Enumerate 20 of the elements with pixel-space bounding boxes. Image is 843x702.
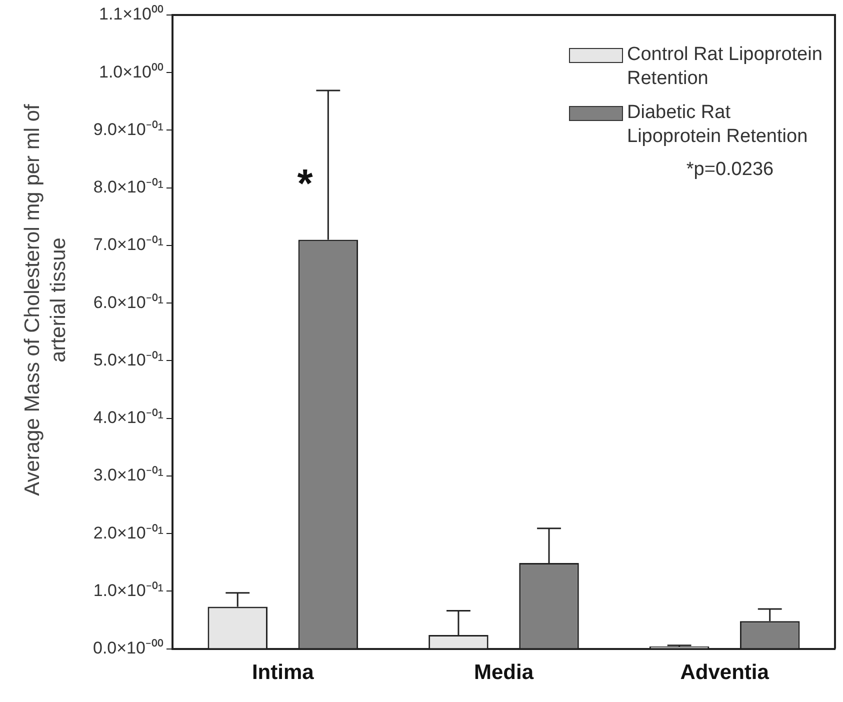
y-tick-label: 6.0×10⁻⁰¹ (93, 292, 164, 312)
y-tick-label: 1.0×10⁻⁰¹ (93, 580, 164, 600)
x-tick-label: Media (474, 661, 534, 684)
y-tick-label: 5.0×10⁻⁰¹ (93, 350, 164, 370)
y-axis-title: Average Mass of Cholesterol mg per ml of arterial tissue (20, 103, 71, 498)
y-tick-label: 0.0×10⁻⁰⁰ (92, 638, 164, 658)
y-tick-label: 1.1×10⁰⁰ (98, 4, 164, 24)
legend-label: Diabetic Rat Lipoprotein Retention (627, 101, 809, 149)
legend-label: Control Rat Lipoprotein Retention (627, 43, 824, 91)
y-tick-label: 4.0×10⁻⁰¹ (93, 408, 164, 428)
y-tick-label: 3.0×10⁻⁰¹ (93, 466, 164, 485)
y-tick-label: 2.0×10⁻⁰¹ (93, 523, 164, 542)
y-tick-label: 1.0×10⁰⁰ (98, 62, 164, 82)
x-tick-label: Adventia (680, 661, 770, 684)
y-tick-label: 9.0×10⁻⁰¹ (93, 120, 164, 139)
y-tick-label: 7.0×10⁻⁰¹ (93, 235, 164, 254)
annotation: * (297, 162, 314, 206)
annotation: *p=0.0236 (685, 159, 775, 181)
x-tick-label: Intima (252, 661, 314, 684)
y-tick-label: 8.0×10⁻⁰¹ (93, 178, 164, 197)
